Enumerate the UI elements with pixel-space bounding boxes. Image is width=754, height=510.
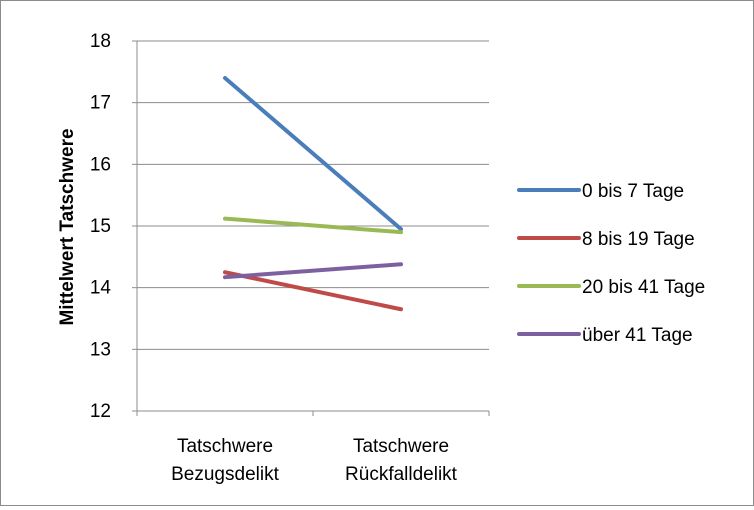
y-tick-label: 12 (90, 401, 111, 422)
y-tick-label: 16 (90, 154, 111, 175)
y-tick-label: 13 (90, 339, 111, 360)
x-category-label: Tatschwere Bezugsdelikt (171, 436, 279, 485)
series-line (223, 270, 403, 312)
legend-label: über 41 Tage (582, 325, 693, 346)
y-tick-label: 14 (90, 278, 112, 299)
legend: 0 bis 7 Tage 8 bis 19 Tage 20 bis 41 Tage ü… (517, 181, 705, 346)
series-line (223, 76, 403, 232)
series-line (223, 216, 403, 235)
y-tick-labels: 12 13 14 15 16 17 18 (90, 31, 112, 422)
y-tick-label: 15 (90, 216, 111, 237)
series-lines (223, 76, 403, 312)
axes (132, 40, 490, 416)
y-tick-label: 17 (90, 93, 111, 114)
legend-label: 8 bis 19 Tage (582, 229, 695, 250)
x-category-label: Tatschwere Rückfalldelikt (345, 436, 458, 485)
x-category-labels: Tatschwere Bezugsdelikt Tatschwere Rückfall… (171, 436, 458, 485)
series-line (223, 262, 403, 280)
legend-label: 0 bis 7 Tage (582, 181, 684, 202)
y-axis-label: Mittelwert Tatschwere (57, 128, 78, 325)
gridlines (137, 40, 489, 350)
y-tick-label: 18 (90, 31, 111, 52)
legend-label: 20 bis 41 Tage (582, 277, 705, 298)
